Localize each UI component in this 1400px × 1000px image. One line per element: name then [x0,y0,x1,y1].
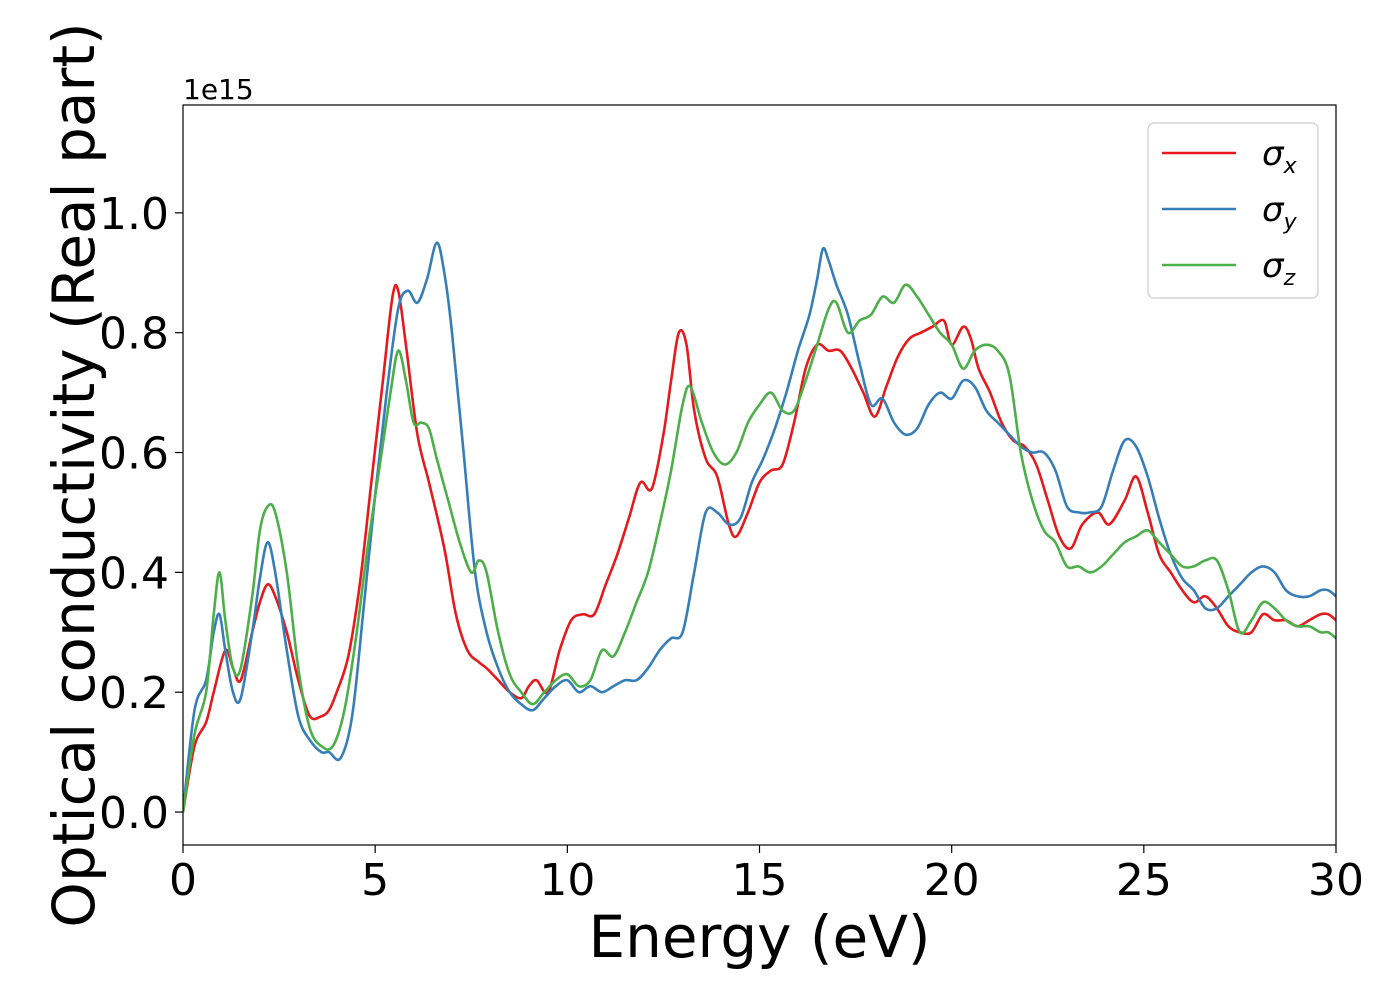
x-tick-label: 15 [732,855,788,906]
x-axis: 0 5 10 15 20 25 30 [169,845,1364,906]
x-tick-label: 5 [361,855,389,906]
y-axis: 0.0 0.2 0.4 0.6 0.8 1.0 [99,189,183,839]
x-axis-label: Energy (eV) [588,903,930,971]
legend-box [1147,122,1319,299]
y-offset-label: 1e15 [183,73,254,106]
x-tick-label: 30 [1308,855,1364,906]
y-tick-label: 0.0 [99,788,169,839]
x-tick-label: 10 [539,855,595,906]
y-axis-label: Optical conductivity (Real part) [40,22,108,927]
y-tick-label: 0.8 [99,309,169,360]
y-tick-label: 0.4 [99,548,169,599]
x-tick-label: 25 [1116,855,1172,906]
y-tick-label: 0.6 [99,429,169,480]
series-line-sigma-x [183,283,1336,813]
x-tick-label: 0 [169,855,197,906]
x-tick-label: 20 [924,855,980,906]
y-tick-label: 1.0 [99,189,169,240]
y-tick-label: 0.2 [99,668,169,719]
series-line-sigma-y [183,241,1336,813]
series-line-sigma-z [183,283,1336,813]
